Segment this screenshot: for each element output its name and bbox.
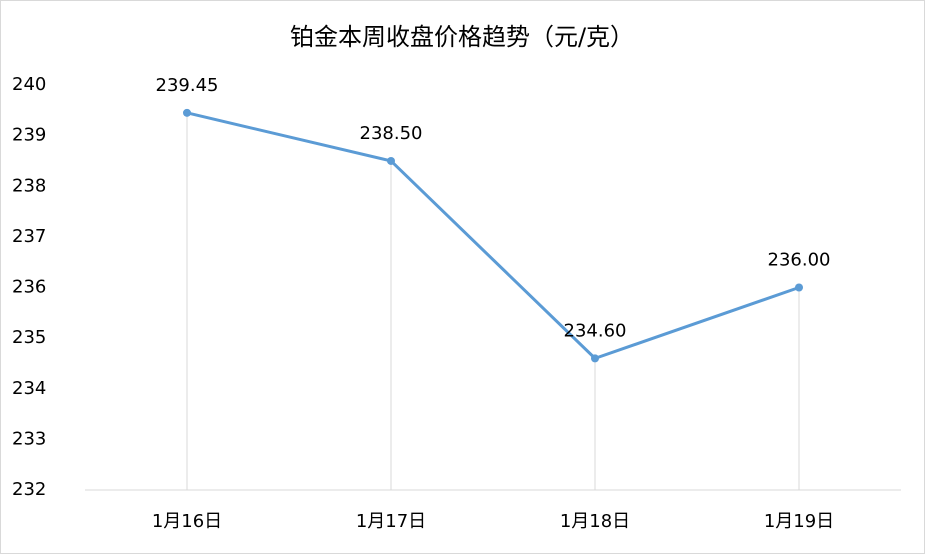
- y-tick-label: 233: [12, 428, 46, 449]
- y-tick-label: 236: [12, 277, 46, 298]
- y-tick-label: 239: [12, 125, 46, 146]
- data-label: 239.45: [156, 75, 219, 96]
- chart-title: 铂金本周收盘价格趋势（元/克）: [290, 23, 634, 51]
- y-tick-label: 235: [12, 327, 46, 348]
- y-tick-label: 237: [12, 226, 46, 247]
- y-tick-label: 232: [12, 479, 46, 500]
- data-label: 238.50: [360, 123, 423, 144]
- marker: [795, 283, 803, 292]
- y-tick-label: 238: [12, 175, 46, 196]
- marker: [183, 108, 191, 117]
- marker: [591, 354, 599, 363]
- marker: [387, 156, 395, 165]
- data-label: 236.00: [768, 250, 831, 271]
- y-tick-label: 240: [12, 74, 46, 95]
- line: [186, 111, 800, 360]
- x-tick-label: 1月17日: [356, 511, 426, 532]
- x-tick-label: 1月18日: [560, 511, 630, 532]
- data-label: 234.60: [564, 320, 627, 341]
- y-tick-label: 234: [12, 378, 46, 399]
- x-tick-label: 1月19日: [764, 511, 834, 532]
- x-tick-label: 1月16日: [152, 511, 222, 532]
